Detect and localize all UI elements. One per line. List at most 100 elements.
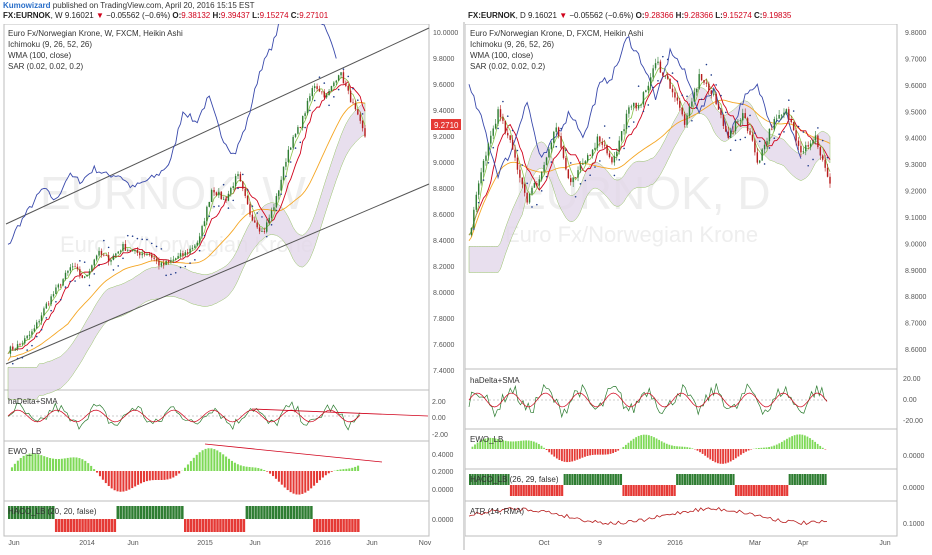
candle-body [563, 148, 564, 158]
haco-bar [298, 506, 300, 519]
candle-body [626, 114, 627, 129]
ewo-bar [755, 448, 757, 449]
candle-body [580, 165, 581, 170]
daily-chart-svg[interactable]: EURNOK, D Euro Fx/Norwegian Krone Euro F… [465, 24, 932, 550]
candle-body [326, 95, 327, 97]
candle-body [304, 113, 305, 116]
sar-dot [584, 180, 586, 182]
sar-dot [517, 150, 519, 152]
candle-body [187, 252, 188, 253]
candle-body [278, 191, 279, 197]
ewo-bar [651, 436, 653, 449]
candle-body [268, 218, 269, 222]
sar-dot [633, 121, 635, 123]
haco-bar [592, 474, 594, 485]
ewo-bar [99, 471, 101, 476]
ewo-bar [23, 456, 25, 471]
x-tick-label: Apr [798, 540, 810, 547]
candle-body [805, 145, 806, 151]
sar-dot [36, 336, 38, 338]
haco-bar [216, 519, 218, 532]
weekly-chart-svg[interactable]: EURNOK, W Euro Fx/Norwegian Krone Euro F… [0, 24, 463, 550]
left-symbol[interactable]: FX:EURNOK [3, 11, 51, 20]
candle-body [696, 89, 697, 92]
candle-body [218, 192, 219, 196]
y-tick-label: 9.4000 [905, 136, 927, 143]
right-symbol[interactable]: FX:EURNOK [468, 11, 516, 20]
candle-body [74, 266, 75, 267]
haco-bar [679, 474, 681, 485]
haco-bar [776, 485, 778, 496]
candle-body [776, 119, 777, 120]
candle-body [328, 91, 329, 95]
haco-bar [199, 519, 201, 532]
ewo-bar [34, 454, 36, 471]
sar-dot [93, 273, 95, 275]
haco-bar [651, 485, 653, 496]
haco-bar [671, 485, 673, 496]
haco-bar [122, 506, 124, 519]
y-tick-label: 10.0000 [433, 30, 458, 37]
author-link[interactable]: Kumowizard [3, 1, 51, 10]
candle-body [91, 265, 92, 271]
sar-dot [204, 235, 206, 237]
ewo-bar [518, 441, 520, 449]
haco-bar [663, 485, 665, 496]
subpanes [469, 383, 827, 524]
haco-bar [58, 519, 60, 532]
right-price: 9.16021 [528, 11, 557, 20]
trend-line [205, 444, 382, 462]
x-tick-label: 2016 [315, 540, 331, 547]
haco-bar [602, 474, 604, 485]
haco-bar [809, 474, 811, 485]
ewo-bar [817, 444, 819, 449]
candle-body [350, 91, 351, 103]
ewo-bar [52, 459, 54, 471]
sar-dot [41, 329, 43, 331]
ewo-bar [525, 440, 527, 449]
haco-bar [251, 506, 253, 519]
candle-body [173, 260, 174, 261]
haco-bar [587, 474, 589, 485]
y-tick-label: 9.1000 [905, 215, 927, 222]
y-tick-label: 9.7000 [905, 56, 927, 63]
ewo-bar [520, 441, 522, 449]
ewo-bar [717, 449, 719, 463]
haco-bar [269, 506, 271, 519]
haco-bar [64, 519, 66, 532]
haco-bar [512, 485, 514, 496]
candle-body [115, 254, 116, 256]
ewo-bar [87, 463, 89, 471]
ewo-bar [40, 455, 42, 471]
ewo-bar [75, 457, 77, 471]
weekly-chart-panel[interactable]: EURNOK, W Euro Fx/Norwegian Krone Euro F… [0, 24, 463, 550]
ewo-bar [184, 468, 186, 471]
candle-body [490, 136, 491, 144]
candle-body [737, 121, 738, 122]
candle-body [795, 130, 796, 140]
haco-bar [801, 474, 803, 485]
candle-body [514, 150, 515, 158]
candle-body [12, 347, 13, 350]
sar-dot [614, 175, 616, 177]
ewo-bar [196, 455, 198, 471]
ewo-bar [738, 449, 740, 456]
left-open: 9.38132 [181, 11, 210, 20]
publish-line: Kumowizard published on TradingView.com,… [3, 1, 255, 11]
candle-body [505, 121, 506, 133]
sar-dot [686, 96, 688, 98]
haco-bar [791, 474, 793, 485]
candle-body [529, 194, 530, 203]
haco-bar [768, 485, 770, 496]
haco-bar [325, 519, 327, 532]
candle-body [807, 145, 808, 146]
haco-bar [686, 474, 688, 485]
sar-dot [609, 137, 611, 139]
ewo-bar [222, 454, 224, 471]
ewo-bar [571, 449, 573, 461]
candle-body [761, 149, 762, 160]
candle-body [553, 132, 554, 143]
daily-chart-panel[interactable]: EURNOK, D Euro Fx/Norwegian Krone Euro F… [465, 24, 932, 550]
ewo-bar [73, 457, 75, 471]
candle-body [679, 101, 680, 108]
